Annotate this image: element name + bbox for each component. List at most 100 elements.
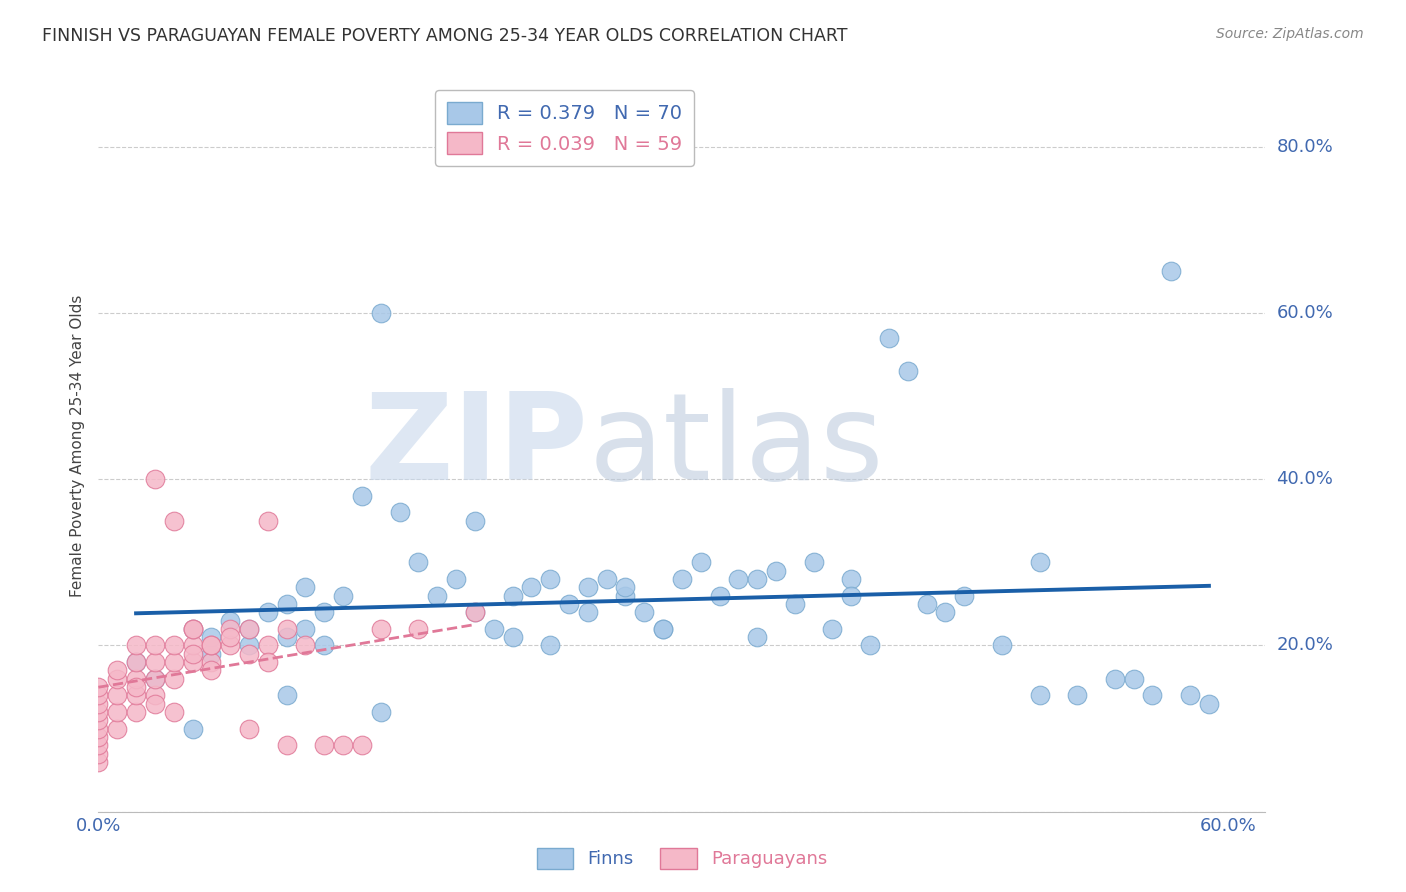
Point (1028, 555, 1050, 569)
Legend: Finns, Paraguayans: Finns, Paraguayans (529, 840, 835, 876)
Point (1028, 689, 1050, 703)
Point (181, 622, 204, 636)
Point (256, 655, 278, 669)
Point (181, 722, 204, 736)
Point (839, 572, 862, 586)
Point (652, 622, 675, 636)
Point (125, 655, 148, 669)
Point (747, 630, 769, 644)
Point (87, 680, 110, 694)
Point (915, 597, 938, 611)
Point (87, 697, 110, 711)
Point (294, 580, 316, 594)
Point (87, 730, 110, 744)
Point (87, 755, 110, 769)
Point (859, 639, 882, 653)
Point (576, 605, 599, 619)
Point (87, 714, 110, 728)
Text: FINNISH VS PARAGUAYAN FEMALE POVERTY AMONG 25-34 YEAR OLDS CORRELATION CHART: FINNISH VS PARAGUAYAN FEMALE POVERTY AMO… (42, 27, 848, 45)
Point (408, 555, 430, 569)
Point (1198, 697, 1220, 711)
Point (181, 647, 204, 661)
Point (143, 655, 166, 669)
Point (803, 555, 825, 569)
Text: 40.0%: 40.0% (1277, 470, 1333, 488)
Point (897, 364, 920, 378)
Point (408, 622, 430, 636)
Point (1160, 264, 1182, 278)
Point (934, 605, 956, 619)
Text: 60.0%: 60.0% (1277, 304, 1333, 322)
Point (125, 639, 148, 653)
Point (839, 589, 862, 603)
Point (747, 572, 769, 586)
Point (350, 738, 373, 752)
Point (276, 630, 298, 644)
Point (200, 630, 222, 644)
Point (163, 655, 186, 669)
Point (238, 622, 260, 636)
Point (709, 589, 731, 603)
Point (633, 605, 655, 619)
Point (294, 622, 316, 636)
Point (1178, 689, 1201, 703)
Point (502, 630, 524, 644)
Point (614, 580, 637, 594)
Point (538, 572, 561, 586)
Point (238, 722, 260, 736)
Point (350, 489, 373, 503)
Point (464, 605, 486, 619)
Point (105, 689, 128, 703)
Point (1104, 672, 1126, 686)
Point (689, 555, 711, 569)
Point (181, 622, 204, 636)
Point (125, 655, 148, 669)
Point (276, 689, 298, 703)
Point (87, 722, 110, 736)
Point (426, 589, 449, 603)
Point (105, 672, 128, 686)
Point (502, 589, 524, 603)
Point (652, 622, 675, 636)
Point (671, 572, 693, 586)
Point (219, 622, 242, 636)
Point (558, 597, 581, 611)
Point (256, 605, 278, 619)
Point (1066, 689, 1088, 703)
Point (238, 622, 260, 636)
Point (294, 639, 316, 653)
Point (538, 639, 561, 653)
Point (87, 705, 110, 719)
Point (87, 747, 110, 761)
Point (163, 705, 186, 719)
Text: 20.0%: 20.0% (1277, 637, 1333, 655)
Point (370, 306, 392, 320)
Point (821, 622, 844, 636)
Y-axis label: Female Poverty Among 25-34 Year Olds: Female Poverty Among 25-34 Year Olds (70, 295, 86, 597)
Point (143, 639, 166, 653)
Point (388, 506, 411, 520)
Point (464, 514, 486, 528)
Point (783, 597, 806, 611)
Point (125, 705, 148, 719)
Point (614, 589, 637, 603)
Point (143, 697, 166, 711)
Point (125, 689, 148, 703)
Point (143, 472, 166, 486)
Point (276, 622, 298, 636)
Point (163, 514, 186, 528)
Point (181, 655, 204, 669)
Point (576, 580, 599, 594)
Point (1142, 689, 1164, 703)
Point (143, 672, 166, 686)
Text: 80.0%: 80.0% (1277, 137, 1333, 156)
Point (727, 572, 749, 586)
Text: Source: ZipAtlas.com: Source: ZipAtlas.com (1216, 27, 1364, 41)
Point (595, 572, 617, 586)
Point (314, 639, 336, 653)
Point (181, 622, 204, 636)
Point (143, 689, 166, 703)
Point (314, 738, 336, 752)
Point (332, 589, 354, 603)
Point (105, 722, 128, 736)
